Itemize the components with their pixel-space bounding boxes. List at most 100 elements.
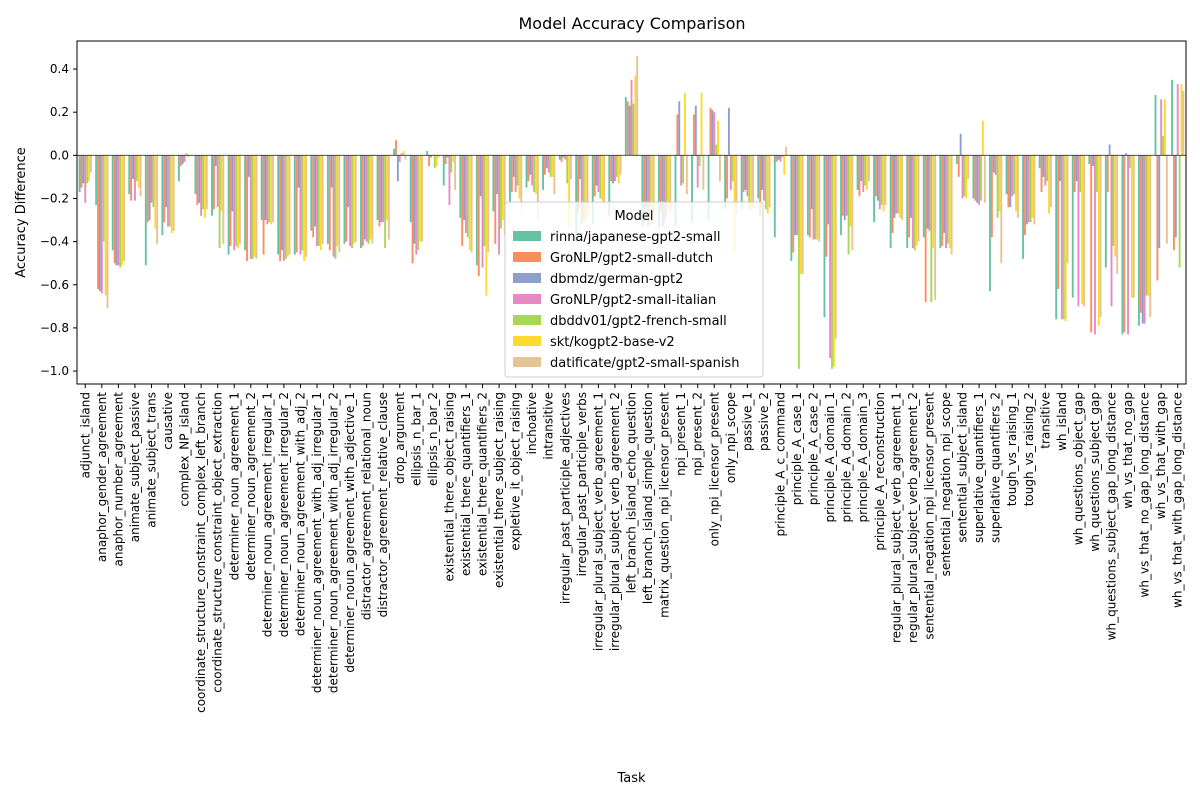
x-tick-label: left_branch_island_echo_question [625, 392, 639, 593]
bar [212, 155, 215, 210]
bar [509, 155, 511, 203]
bar [444, 155, 447, 164]
x-tick-label: wh_questions_subject_gap [1088, 392, 1102, 552]
bar [766, 155, 769, 214]
bar [847, 155, 850, 255]
bar [1071, 155, 1074, 298]
bar [619, 155, 622, 175]
bar [404, 155, 407, 160]
y-axis: 0.4 0.2 0.0 −0.2 −0.4 −0.6 −0.8 −1.0 [40, 62, 77, 378]
x-tick-label: superlative_quantifiers_2 [989, 392, 1003, 543]
bar [998, 155, 1001, 212]
x-tick-label: determiner_noun_agreement_2 [244, 392, 258, 580]
bar [649, 155, 651, 225]
bar [740, 155, 743, 210]
bar [1139, 155, 1142, 313]
bar [1145, 155, 1148, 296]
bar [363, 155, 366, 240]
bar [461, 155, 464, 246]
bar [781, 155, 784, 158]
bar [945, 155, 947, 249]
bar [547, 155, 550, 173]
bar [1083, 155, 1086, 307]
bar [614, 155, 616, 182]
bar [744, 155, 747, 190]
bar [884, 155, 887, 205]
bar [1075, 155, 1078, 182]
bar [878, 155, 881, 210]
bar [678, 101, 681, 156]
bar [332, 155, 335, 257]
bar [1031, 155, 1034, 218]
bar [814, 155, 817, 240]
x-tick-label: drop_argument [393, 392, 407, 484]
bar [1158, 155, 1161, 249]
bar [319, 155, 322, 251]
bar [270, 155, 273, 225]
x-tick-label: irregular_past_participle_adjectives [558, 392, 572, 604]
bar [481, 155, 484, 268]
bar [1060, 155, 1063, 320]
bar [1172, 155, 1175, 251]
y-tick-label: −1.0 [40, 364, 69, 378]
bar [1011, 155, 1014, 197]
bar [908, 155, 911, 238]
y-tick-label: −0.8 [40, 321, 69, 335]
bar [992, 155, 995, 173]
bar [735, 155, 738, 214]
bar [1055, 155, 1058, 320]
bar [238, 155, 241, 244]
bar [247, 155, 250, 177]
bar [851, 155, 854, 251]
bar [90, 155, 92, 173]
bar [396, 155, 399, 182]
bar [597, 155, 600, 192]
bar [1110, 155, 1113, 307]
bar [910, 155, 912, 218]
bar [827, 155, 830, 225]
bar [643, 155, 646, 223]
bar [615, 155, 618, 177]
bar [545, 155, 548, 169]
x-tick-label: coordinate_structure_constraint_object_e… [211, 392, 225, 693]
bar [244, 155, 247, 251]
bar [843, 155, 846, 221]
bar [566, 155, 569, 184]
bar [682, 155, 684, 184]
bar [98, 155, 101, 292]
bar [286, 155, 289, 257]
x-tick-label: only_npi_scope [724, 392, 738, 483]
bar [326, 155, 329, 244]
bar [893, 155, 896, 218]
bar [415, 155, 418, 255]
bar [1114, 155, 1117, 257]
bar [133, 155, 136, 201]
x-tick-label: determiner_noun_agreement_with_adj_irreg… [327, 392, 341, 693]
bar [1176, 84, 1179, 156]
legend-entries: rinna/japanese-gpt2-small GroNLP/gpt2-sma… [513, 230, 739, 371]
bar [351, 155, 353, 249]
bar [95, 155, 98, 205]
bar [834, 155, 837, 339]
bar [691, 155, 693, 223]
bar [816, 155, 819, 240]
bar [715, 144, 718, 156]
bar [104, 155, 107, 296]
bar [560, 155, 563, 162]
x-tick-label: principle_A_c_command [773, 392, 787, 536]
bar [128, 155, 131, 195]
bar [906, 155, 909, 249]
bar [1057, 155, 1060, 290]
bar [783, 155, 786, 175]
bar [1121, 155, 1124, 335]
bar [102, 155, 105, 242]
bar [177, 155, 180, 182]
bar [165, 155, 168, 208]
bar [757, 155, 760, 199]
x-tick-label: distractor_agreement_relative_clause [376, 392, 390, 617]
bar [137, 155, 140, 188]
bar [454, 155, 457, 190]
bar [387, 155, 390, 240]
legend-swatch [513, 273, 541, 283]
bar [435, 155, 438, 167]
